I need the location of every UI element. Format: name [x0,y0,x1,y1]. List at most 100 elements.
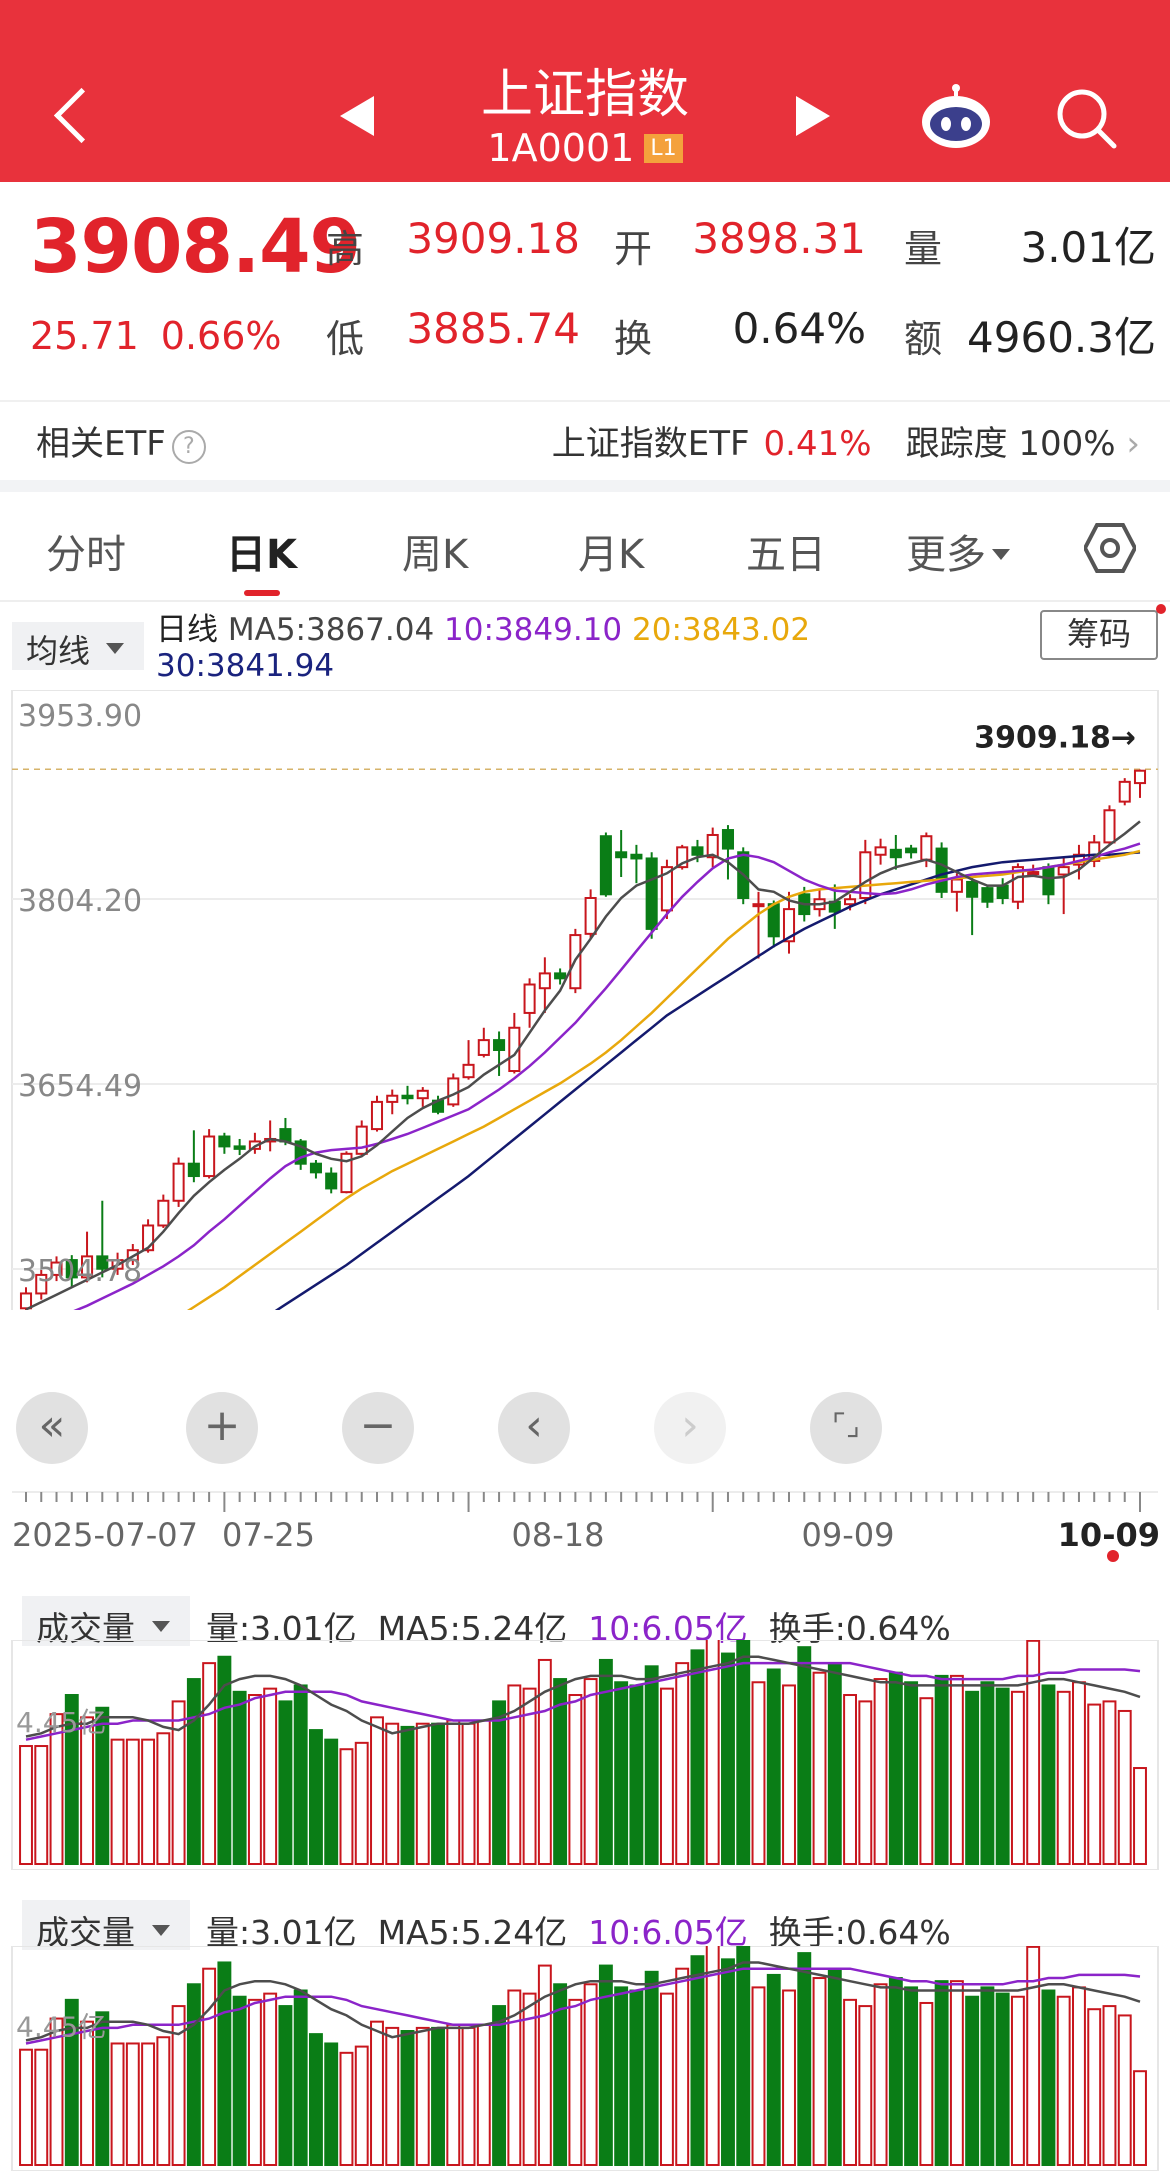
volume-bar-up [202,1662,217,1866]
chip-distribution-button[interactable]: 筹码 [1040,610,1158,660]
settings-hexagon-icon[interactable] [1084,522,1136,574]
volume-bar-up [19,2048,33,2166]
volume-bar-down [278,1700,293,1865]
candlestick-chart[interactable]: 3953.903804.203654.493504.783355.083909.… [0,690,1170,1310]
volume-indicator-selector[interactable]: 成交量 [22,1596,190,1648]
volume-indicator-selector[interactable]: 成交量 [22,1900,190,1952]
scroll-left-button[interactable]: ‹ [498,1392,570,1464]
volume-bar-down [614,1986,629,2166]
volume-bar-up [1117,1709,1132,1865]
volume-bar-up [1010,1690,1025,1866]
level-badge: L1 [644,134,683,163]
volume-bar-down [721,1958,735,2167]
volume-chart-2[interactable]: 4.45亿 [0,1946,1170,2171]
candle-up [859,851,872,900]
volume-bar-up [354,1741,369,1865]
volume-bar-up [812,1977,827,2167]
tab-daily-k[interactable]: 日K [226,532,297,578]
volume-bar-up [522,1992,537,2167]
zoom-out-button[interactable]: − [342,1392,414,1464]
app-header: 上证指数 1A0001 L1 [0,0,1170,182]
volume-bar-down [95,1706,110,1865]
candle-down [691,846,704,856]
volume-frame [11,1946,1159,2171]
volume-bar-up [919,1697,934,1866]
volume-bar-down [553,1983,568,2167]
fullscreen-button[interactable]: ⌜⌟ [810,1392,882,1464]
volume-bar-down [492,1700,507,1865]
related-etf-bar[interactable]: 相关ETF? 上证指数ETF 0.41% 跟踪度 100% › [0,400,1170,480]
candle-down [294,1140,307,1165]
volume-ma10: 10:6.05亿 [588,1609,748,1648]
tab-weekly-k[interactable]: 周K [402,532,469,578]
volume-bar-up [19,1745,33,1865]
candle-down [630,853,643,860]
current-price: 3908.49 [30,204,361,290]
candle-up [142,1224,155,1252]
high-value: 3909.18 [406,214,580,263]
etf-summary[interactable]: 上证指数ETF 0.41% 跟踪度 100% › [552,416,1140,465]
next-stock-button[interactable] [796,96,830,136]
candle-up [1027,871,1040,876]
volume-bar-up [919,2001,934,2167]
volume-bar-up [125,2042,140,2166]
volume-bar-up [507,1989,522,2166]
candle-up [50,1261,63,1276]
tab-more[interactable]: 更多 [906,522,1010,580]
zoom-in-button[interactable]: + [186,1392,258,1464]
candle-up [19,1292,33,1310]
volume-bar-up [858,2005,873,2166]
change-value: 25.71 [30,314,139,358]
candle-up [706,833,719,859]
volume-selector-label: 成交量 [36,1609,135,1648]
candle-up [782,908,796,943]
tab-monthly-k[interactable]: 月K [578,532,645,578]
volume-bar-down [186,1983,201,2167]
tab-intraday[interactable]: 分时 [46,532,126,578]
volume-bar-down [766,1973,781,2166]
price-tick-label: 3804.20 [18,884,142,919]
candle-down [1042,866,1055,896]
indicator-selector[interactable]: 均线 [12,622,144,670]
volume-turnover: 换手:0.64% [768,1609,951,1648]
scroll-to-start-button[interactable]: « [16,1392,88,1464]
volume-bar-up [141,1738,156,1865]
volume-bar-up [141,2042,156,2166]
volume-bar-down [644,1665,659,1865]
volume-bar-up [247,1998,262,2166]
volume-bar-up [705,1640,720,1865]
candle-down [233,1145,246,1150]
volume-bar-down [888,1671,903,1866]
scroll-right-button[interactable]: › [654,1392,726,1464]
candle-up [1011,866,1024,903]
volume-chart-1[interactable]: 4.45亿 [0,1640,1170,1870]
volume-bar-down [690,1955,705,2166]
robot-assistant-icon[interactable] [920,84,992,150]
tab-five-day[interactable]: 五日 [746,532,826,578]
prev-stock-button[interactable] [340,96,374,136]
candle-up [157,1199,170,1227]
volume-bar-up [1133,1767,1147,1866]
candle-up [462,1063,475,1079]
candle-down [889,848,902,859]
volume-bar-up [476,1719,491,1865]
volume-bar-down [797,1646,812,1866]
candle-up [1118,780,1131,803]
volume-bar-up [858,1700,873,1865]
candles-group [19,769,1147,1310]
search-icon[interactable] [1054,86,1118,150]
candle-down [187,1162,200,1178]
ma5-value: MA5:3867.04 [227,612,435,648]
volume-bar-up [873,1678,888,1865]
candle-down [554,972,567,980]
date-labels: 2025-07-07 07-25 08-18 09-09 10-09 [12,1516,1160,1554]
volume-bar-up [751,1681,766,1866]
volume-bar-up [1087,1703,1102,1865]
date-label: 09-09 [802,1516,895,1554]
high-label: 高 [326,227,365,271]
help-icon[interactable]: ? [171,430,206,464]
volume-bar-down [614,1681,629,1866]
volume-bar-down [232,1995,247,2166]
volume-bar-down [965,1995,980,2166]
volume-frame [11,1640,1159,1870]
